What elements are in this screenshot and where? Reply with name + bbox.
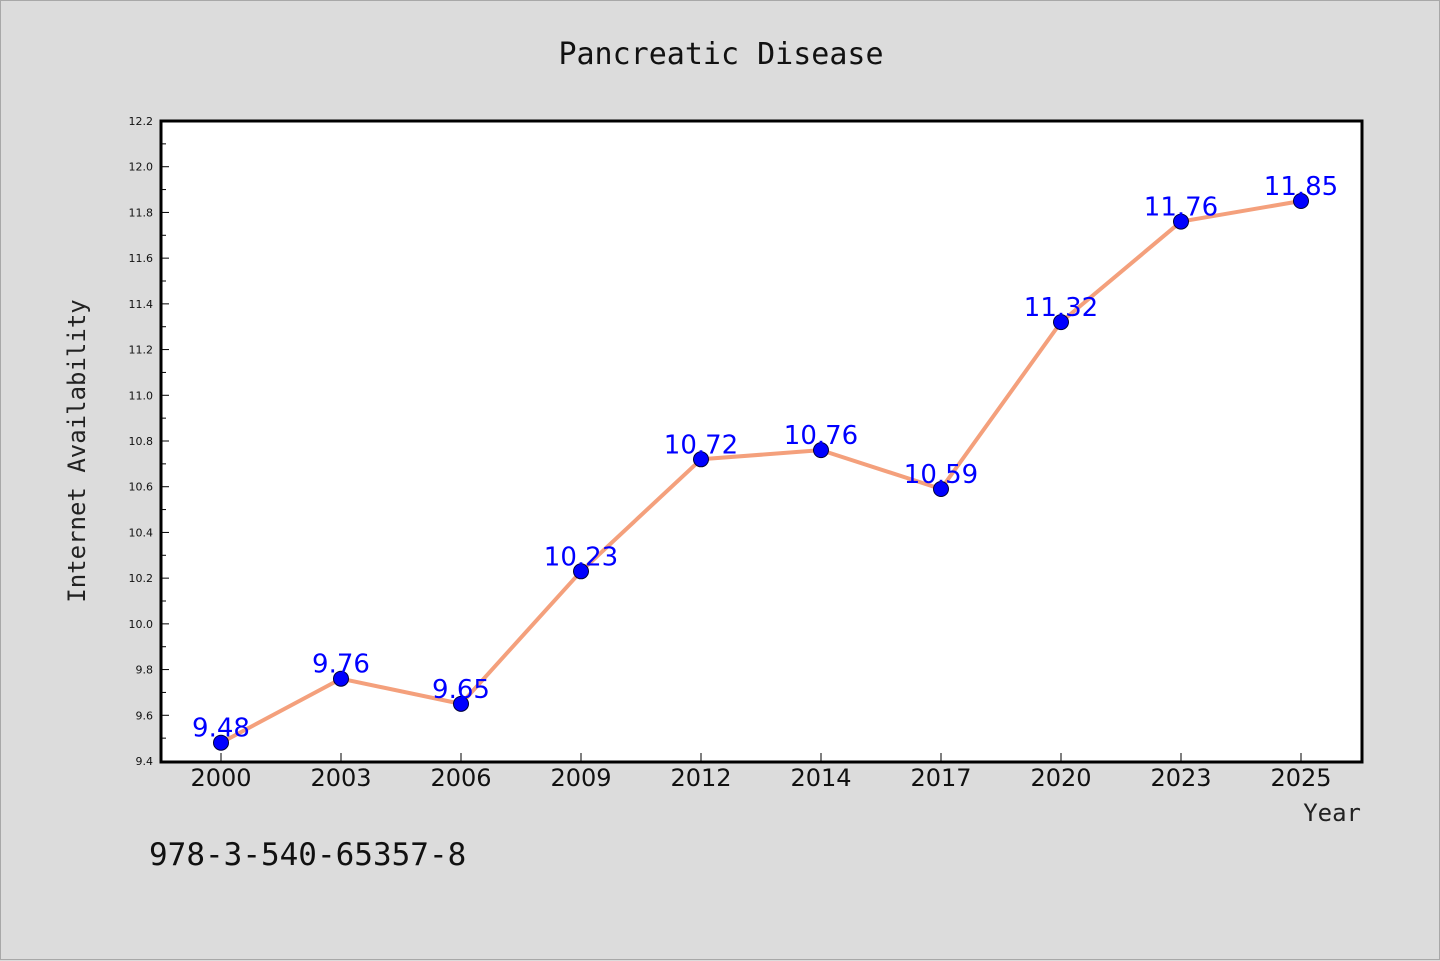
x-tick-label: 2020 xyxy=(1030,764,1091,792)
chart-title: Pancreatic Disease xyxy=(558,37,883,72)
series-line xyxy=(220,199,1302,745)
x-tick-label: 2012 xyxy=(670,764,731,792)
plot-area xyxy=(159,119,1364,764)
data-point xyxy=(1173,213,1189,230)
data-label: 11.32 xyxy=(1024,293,1098,323)
data-label-layer: 9.48 9.76 9.65 10.23 10.72 10.76 10.59 11.32 11.… xyxy=(192,172,1338,744)
data-point xyxy=(453,695,469,712)
data-point xyxy=(813,442,829,459)
y-tick-label: 11.2 xyxy=(129,344,154,357)
x-tick-label: 2006 xyxy=(430,764,491,792)
data-label: 9.65 xyxy=(432,675,490,705)
x-tick-label: 2025 xyxy=(1270,764,1331,792)
data-point xyxy=(693,451,709,468)
y-tick-label: 10.0 xyxy=(129,618,154,631)
y-axis-label: Internet Availability xyxy=(63,299,91,602)
y-tick-label: 11.0 xyxy=(129,389,154,402)
data-label: 9.48 xyxy=(192,714,250,744)
y-tick-label: 11.6 xyxy=(129,252,154,265)
y-tick-label: 12.0 xyxy=(129,161,154,174)
x-tick-label: 2014 xyxy=(790,764,851,792)
y-tick-label: 9.4 xyxy=(136,755,154,768)
data-label: 10.23 xyxy=(544,542,618,572)
data-label: 11.85 xyxy=(1264,172,1338,202)
series-layer xyxy=(213,193,1309,751)
y-tick-label: 9.8 xyxy=(136,664,154,677)
y-tick-label: 11.8 xyxy=(129,206,154,219)
x-tick-label: 2023 xyxy=(1150,764,1211,792)
x-tick-label: 2000 xyxy=(190,764,251,792)
footnote-isbn: 978-3-540-65357-8 xyxy=(149,837,466,873)
data-label: 10.76 xyxy=(784,421,858,451)
y-tick-label: 10.4 xyxy=(129,526,154,539)
x-tick-label: 2017 xyxy=(910,764,971,792)
y-tick-label: 11.4 xyxy=(129,298,154,311)
y-tick-label: 10.2 xyxy=(129,572,154,585)
y-tick-label: 9.6 xyxy=(136,709,154,722)
data-point xyxy=(573,563,589,580)
y-tick-label: 12.2 xyxy=(129,115,154,128)
data-point xyxy=(933,481,949,497)
data-point xyxy=(333,670,349,687)
data-label: 10.59 xyxy=(904,460,978,490)
x-axis: 2000 2003 2006 2009 2012 2014 2017 2020 2023 2025 xyxy=(190,753,1332,792)
y-tick-label: 10.8 xyxy=(129,435,154,448)
y-tick-label: 10.6 xyxy=(129,481,154,494)
data-point xyxy=(1053,314,1069,331)
data-label: 10.72 xyxy=(664,430,738,460)
x-tick-label: 2009 xyxy=(550,764,611,792)
data-point xyxy=(213,734,229,751)
data-label: 9.76 xyxy=(312,650,370,680)
data-label: 11.76 xyxy=(1144,193,1218,223)
x-axis-label: Year xyxy=(1303,799,1361,827)
x-tick-label: 2003 xyxy=(310,764,371,792)
y-axis: 9.4 9.6 9.8 10.0 10.2 10.4 10.6 10.8 11.0 11.2 11.… xyxy=(129,115,169,768)
data-point xyxy=(1293,193,1309,209)
